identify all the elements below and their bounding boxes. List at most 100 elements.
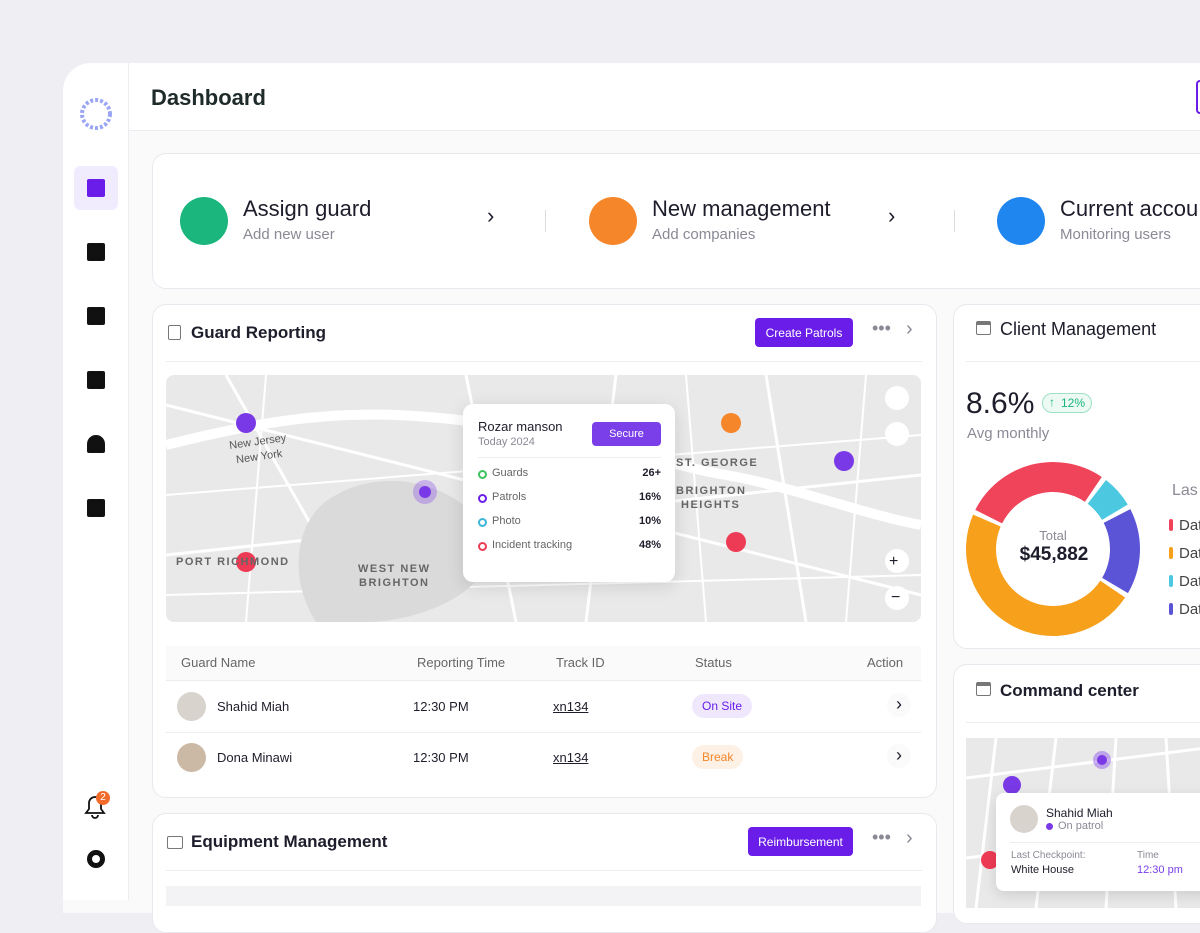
time-label: Time [1137, 850, 1159, 861]
popup-dot [478, 518, 487, 527]
divider [166, 361, 922, 362]
map-label: WEST NEW [358, 563, 431, 575]
popup-row-value: 10% [638, 515, 661, 527]
popup-row-label: Guards [492, 467, 529, 479]
chevron[interactable]: › [906, 827, 913, 849]
row-divider [166, 732, 921, 733]
nav-tasks[interactable] [87, 371, 105, 389]
reimbursement-button[interactable]: Reimbursement [748, 827, 853, 856]
kpi-value: 8.6% [966, 387, 1035, 420]
legend-label: Dat [1179, 517, 1200, 534]
page-title: Dashboard [151, 85, 266, 110]
donut-segment [966, 514, 1126, 636]
row-action[interactable]: › [887, 744, 911, 768]
more-menu[interactable]: ••• [872, 827, 891, 847]
row-action[interactable]: › [887, 693, 911, 717]
card-title: Equipment Management [191, 832, 388, 851]
legend-label: Dat [1179, 545, 1200, 562]
nav-users[interactable] [87, 435, 105, 453]
popup-dot [478, 494, 487, 503]
donut-chart [966, 462, 1140, 636]
column-header: Action [867, 655, 904, 670]
legend-swatch [1169, 603, 1173, 615]
logo [80, 98, 112, 130]
time: 12:30 pm [1137, 864, 1183, 876]
account-icon [997, 197, 1045, 245]
map-label: ST. GEORGE [676, 457, 759, 469]
status-badge: Break [692, 745, 744, 769]
status-badge: On Site [692, 694, 753, 718]
map-label: BRIGHTON [676, 485, 747, 497]
nav-inbox[interactable] [87, 499, 105, 517]
avatar [177, 692, 206, 721]
legend-label: Dat [1179, 573, 1200, 590]
popup-name: Rozar manson [478, 419, 563, 434]
legend-swatch [1169, 547, 1173, 559]
popup-dot [478, 542, 487, 551]
map-label: HEIGHTS [681, 499, 741, 511]
patrol-status: On patrol [1058, 820, 1104, 832]
map-label: BRIGHTON [359, 577, 430, 589]
action-subtitle: Add companies [652, 226, 756, 243]
assign-icon [180, 197, 228, 245]
status-dot [1046, 823, 1053, 830]
action-title[interactable]: Current accou [1060, 196, 1199, 221]
table-header-row [166, 886, 921, 906]
nav-home-icon [87, 179, 105, 197]
kpi-change: 12% [1042, 393, 1093, 413]
popup-row-value: 48% [638, 539, 661, 551]
divider [166, 870, 922, 871]
track-id[interactable]: xn134 [553, 750, 589, 765]
divider [1010, 842, 1200, 843]
column-header: Reporting Time [417, 655, 506, 670]
card-icon [976, 321, 991, 335]
checkpoint-label: Last Checkpoint: [1011, 850, 1086, 861]
chevron[interactable]: › [487, 203, 495, 228]
header-button[interactable] [1196, 80, 1200, 114]
legend-label: Dat [1179, 601, 1200, 618]
guard-name: Shahid Miah [217, 699, 290, 714]
donut-segment [1102, 509, 1140, 594]
popup-dot [478, 470, 487, 479]
nav-reports[interactable] [87, 243, 105, 261]
popup-row-value: 26+ [642, 467, 661, 479]
kpi-change-arrow: ↑ [1049, 395, 1055, 409]
nav-settings[interactable] [87, 850, 105, 868]
popup-row-value: 16% [638, 491, 661, 503]
action-subtitle: Monitoring users [1060, 226, 1171, 243]
card-title: Command center [1000, 681, 1139, 700]
create-patrols-button[interactable]: Create Patrols [755, 318, 853, 347]
legend-title: Las [1172, 482, 1198, 499]
card-icon [168, 325, 181, 340]
divider [966, 361, 1200, 362]
kpi-caption: Avg monthly [967, 425, 1050, 442]
chevron[interactable]: › [906, 318, 913, 340]
legend-swatch [1169, 575, 1173, 587]
card-title: Guard Reporting [191, 323, 327, 342]
checkpoint: White House [1011, 864, 1074, 876]
secure-badge: Secure [592, 422, 661, 446]
avatar [177, 743, 206, 772]
action-title[interactable]: Assign guard [243, 196, 372, 221]
action-title[interactable]: New management [652, 196, 831, 221]
map-zoom-in[interactable]: + [889, 553, 899, 570]
header [129, 63, 1200, 131]
donut-segment [1087, 479, 1128, 520]
chevron[interactable]: › [888, 203, 896, 228]
divider [545, 210, 546, 232]
map-zoom-out[interactable]: − [891, 589, 901, 606]
track-id[interactable]: xn134 [553, 699, 589, 714]
divider [966, 722, 1200, 723]
reporting-time: 12:30 PM [413, 699, 469, 714]
card-icon [976, 682, 991, 696]
donut-total: $45,882 [1019, 544, 1089, 565]
guard-name: Dona Minawi [217, 750, 293, 765]
column-header: Status [695, 655, 732, 670]
popup-date: Today 2024 [478, 436, 535, 448]
card-title: Client Management [1000, 319, 1157, 339]
reporting-time: 12:30 PM [413, 750, 469, 765]
donut-total-label: Total [1039, 528, 1067, 543]
nav-calendar[interactable] [87, 307, 105, 325]
more-menu[interactable]: ••• [872, 318, 891, 338]
divider [478, 457, 661, 458]
